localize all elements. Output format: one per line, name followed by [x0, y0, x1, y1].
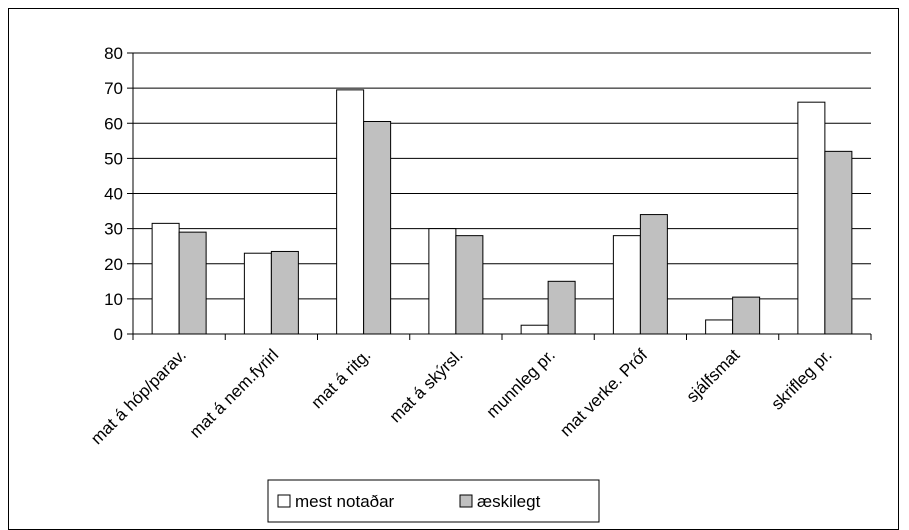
legend: mest notaðar æskilegt [267, 479, 600, 523]
x-category-label: mat á ritg. [308, 345, 375, 412]
y-tick-label: 0 [114, 325, 123, 344]
x-category-label: skrifleg pr. [767, 345, 835, 413]
legend-swatch [277, 494, 291, 508]
bar-mest-notadar [520, 324, 549, 335]
x-category-labels: mat á hóp/parav.mat á nem.fyrirl mat á ri… [87, 345, 836, 448]
y-tick-label: 40 [104, 185, 123, 204]
legend-label: mest notaðar [295, 492, 395, 511]
bar-aeskilegt [363, 120, 392, 335]
y-tick-label: 20 [104, 255, 123, 274]
bars [151, 89, 853, 335]
x-category-label: sjálfsmat [683, 345, 744, 406]
bar-mest-notadar [243, 252, 272, 335]
bar-aeskilegt [270, 250, 299, 335]
bar-aeskilegt [732, 296, 761, 335]
x-category-label: mat á skýrsl. [386, 345, 467, 426]
bar-mest-notadar [428, 228, 457, 335]
y-tick-label: 60 [104, 114, 123, 133]
legend-swatch [459, 494, 473, 508]
y-tick-label: 80 [104, 44, 123, 63]
y-tick-labels: 0 10 20 30 40 50 60 70 80 [104, 44, 123, 344]
gridlines [133, 52, 871, 300]
bar-aeskilegt [639, 214, 668, 335]
bar-mest-notadar [705, 319, 734, 335]
y-tick-label: 50 [104, 149, 123, 168]
x-category-label: munnleg pr. [483, 345, 559, 421]
x-category-label: mat á nem.fyrirl [186, 345, 282, 441]
bar-aeskilegt [455, 235, 484, 335]
bar-mest-notadar [612, 235, 641, 335]
bar-mest-notadar [151, 222, 180, 335]
y-tick-label: 10 [104, 290, 123, 309]
legend-box [267, 479, 600, 523]
bar-aeskilegt [824, 150, 853, 335]
axes [127, 52, 872, 340]
y-tick-label: 30 [104, 220, 123, 239]
bar-aeskilegt [178, 231, 207, 335]
bar-mest-notadar [797, 101, 826, 335]
bar-mest-notadar [336, 89, 365, 335]
legend-label: æskilegt [477, 492, 541, 511]
y-tick-label: 70 [104, 79, 123, 98]
x-category-label: mat á hóp/parav. [87, 345, 190, 448]
x-category-label: mat verke. Próf [556, 345, 651, 440]
bar-aeskilegt [547, 280, 576, 335]
